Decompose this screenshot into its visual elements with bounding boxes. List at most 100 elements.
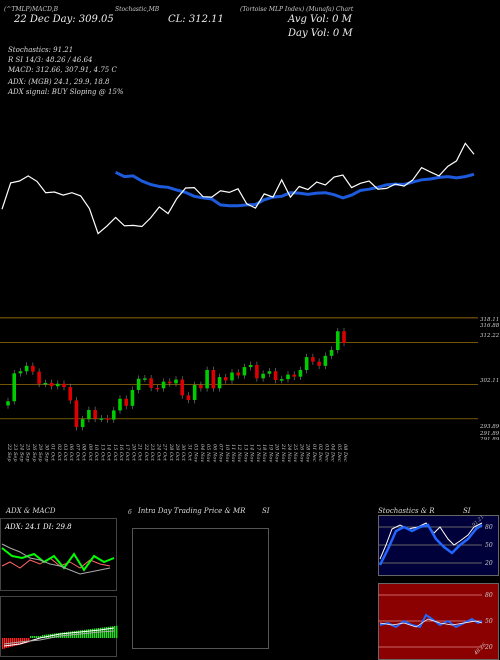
macd-signal (3, 630, 115, 645)
price-label: 302.11 (480, 378, 499, 384)
date-label: 29 Sep (37, 443, 43, 462)
date-label: 08 Dec (342, 444, 348, 462)
candle-body (205, 370, 209, 389)
price-label: 291.89 (479, 431, 500, 437)
date-label: 05 Nov (205, 444, 211, 462)
macd-bar (104, 627, 106, 638)
date-label: 24 Sep (18, 443, 24, 462)
macd-bar (90, 629, 92, 638)
candle-body (286, 374, 290, 380)
date-label: 03 Nov (193, 444, 199, 462)
adx-trend (1, 543, 111, 575)
date-label: 09 Oct (87, 444, 93, 462)
candle-body (55, 383, 60, 387)
date-label: 23 Sep (12, 443, 18, 462)
date-label: 17 Nov (255, 444, 261, 462)
price-label: 316.88 (480, 323, 500, 329)
price-line (1, 142, 475, 235)
date-label: 29 Oct (174, 443, 180, 462)
rsi-line (379, 613, 483, 629)
candle-body (167, 381, 172, 384)
macd-bar (6, 638, 8, 648)
macd-bar (56, 633, 58, 638)
candle-body (149, 378, 153, 388)
date-label: 10 Oct (93, 444, 99, 462)
date-label: 30 Sep (43, 444, 49, 462)
price-sma-chart (1, 142, 475, 235)
candle-body (192, 385, 197, 400)
macd-bar (38, 636, 40, 638)
header-title-stoch: Stochastic,MB (115, 6, 160, 13)
macd-bar (8, 638, 10, 648)
macd-bar (44, 634, 46, 638)
macd-bar (34, 636, 36, 638)
rsi-level-80: 80 (485, 592, 493, 599)
candle-body (186, 395, 191, 400)
candle-body (99, 418, 104, 420)
macd-bar (28, 638, 30, 643)
candle-body (199, 385, 203, 389)
date-label: 19 Nov (267, 444, 273, 462)
candle-body (43, 382, 48, 385)
macd-bar (112, 626, 114, 638)
date-label: 21 Nov (280, 443, 286, 462)
candle-body (143, 378, 147, 380)
date-label: 13 Nov (242, 444, 248, 462)
date-label: 30 Oct (180, 444, 186, 462)
date-label: 12 Nov (236, 444, 242, 462)
candle-body (124, 398, 129, 406)
candle-body (267, 371, 272, 374)
date-label: 21 Oct (137, 443, 143, 462)
candle-body (217, 377, 222, 389)
rsi-signal (379, 618, 483, 628)
candle-body (255, 365, 259, 379)
macd-bar (20, 638, 22, 645)
date-label: 17 Oct (124, 444, 130, 462)
candle-body (230, 372, 234, 381)
macd-bar (108, 626, 110, 638)
candlestick-chart: 318.11316.88312.22302.11293.89291.89291.… (0, 317, 500, 440)
date-label: 28 Nov (305, 443, 311, 462)
date-label: 13 Oct (99, 444, 105, 462)
stoch-d (378, 523, 483, 566)
macd-bar (110, 626, 112, 638)
macd-bar (42, 635, 44, 638)
candle-body (317, 361, 321, 366)
candle-body (323, 355, 328, 366)
adx-readout: ADX: (MGB) 24.1, 29.9, 18.8 (8, 78, 110, 86)
candle-body (6, 401, 10, 406)
date-label: 16 Oct (118, 444, 124, 462)
candle-body (329, 350, 334, 356)
date-label: 27 Oct (162, 443, 168, 462)
date-label: 08 Oct (81, 444, 87, 462)
candle-body (311, 357, 315, 362)
stoch-level-50: 50 (485, 542, 493, 549)
day-vol: Day Vol: 0 M (288, 28, 353, 39)
candle-body (31, 365, 35, 372)
macd-bar (4, 638, 6, 649)
date-label: 22 Sep (6, 443, 12, 462)
macd-bar (114, 626, 116, 638)
stochastics-panel: 80 50 20 91.21 80 50 20 48.26 (378, 515, 499, 660)
rsi-level-50: 50 (485, 618, 493, 625)
candle-body (93, 410, 97, 419)
macd-bar (32, 636, 34, 638)
macd-bar (18, 638, 20, 645)
date-label: 02 Dec (317, 444, 323, 462)
candle-body (49, 382, 54, 387)
candle-body (130, 390, 135, 406)
candle-body (87, 410, 91, 420)
candle-body (261, 373, 265, 379)
candle-body (236, 372, 241, 376)
intraday-box (132, 528, 269, 649)
date-label: 26 Sep (31, 443, 37, 462)
candle-body (292, 374, 297, 377)
date-label: 01 Oct (50, 444, 56, 462)
header-title-main: (Tortoise MLP Index) (Munafa) Chart (240, 6, 354, 13)
date-label: 22 Oct (143, 443, 149, 462)
date-label: 07 Nov (218, 444, 224, 462)
date-label: 20 Nov (274, 443, 280, 462)
side-num-1: 6 (128, 509, 132, 516)
sma-line (114, 170, 475, 208)
price-label: 312.22 (480, 333, 500, 339)
